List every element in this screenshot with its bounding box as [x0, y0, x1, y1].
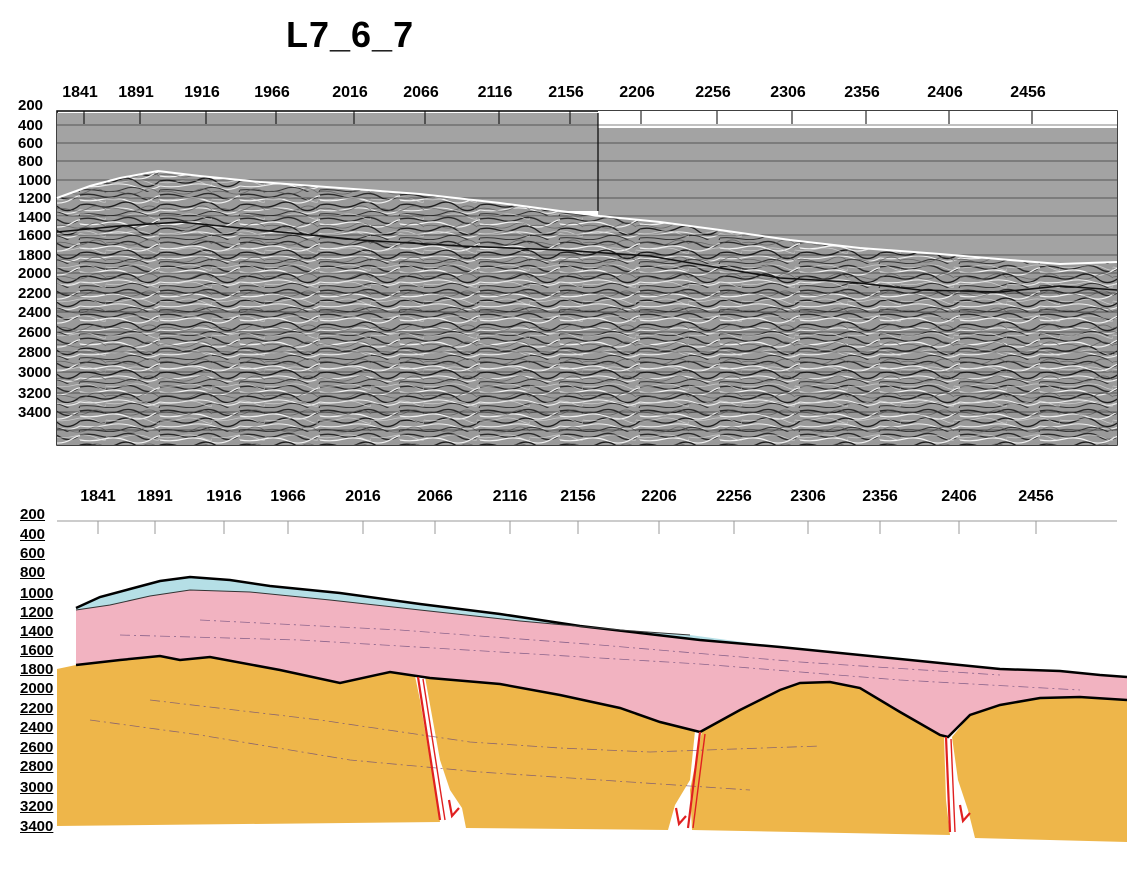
- y-tick-label: 2800: [20, 758, 54, 775]
- water-mute-left: [57, 113, 598, 211]
- x-tick-label: 2116: [492, 488, 528, 505]
- y-tick-label: 3000: [20, 779, 54, 796]
- y-tick-label: 800: [18, 153, 44, 170]
- y-tick-label: 2200: [20, 700, 54, 717]
- y-tick-label: 2400: [20, 719, 54, 736]
- y-tick-label: 1000: [18, 172, 52, 189]
- x-tick-label: 2206: [641, 488, 677, 505]
- section-title: L7_6_7: [286, 14, 415, 55]
- basement-reflector: [56, 221, 1118, 293]
- water-layer: [76, 577, 780, 647]
- right-top-gap: [598, 111, 1117, 128]
- x-tick-label: 2406: [941, 488, 977, 505]
- x-tick-label: 1891: [118, 84, 154, 101]
- internal-reflector: [149, 699, 821, 753]
- y-tick-label: 1800: [18, 247, 52, 264]
- y-tick-label: 3200: [18, 385, 52, 402]
- y-tick-label: 2000: [18, 265, 52, 282]
- y-tick-label: 600: [20, 545, 46, 562]
- y-tick-label: 1600: [18, 227, 52, 244]
- y-tick-label: 200: [20, 506, 46, 523]
- y-tick-label: 1400: [18, 209, 52, 226]
- internal-reflector: [89, 719, 751, 791]
- y-tick-label: 800: [20, 564, 46, 581]
- internal-reflector: [119, 634, 1081, 691]
- y-tick-label: 1800: [20, 661, 54, 678]
- y-tick-label: 400: [20, 526, 46, 543]
- x-tick-label: 2066: [403, 84, 439, 101]
- seafloor-line: [75, 575, 1127, 679]
- y-tick-label: 3000: [18, 364, 52, 381]
- y-tick-label: 1200: [18, 190, 52, 207]
- water-base-line: [75, 589, 691, 636]
- y-tick-label: 2800: [18, 344, 52, 361]
- x-tick-label: 2456: [1018, 488, 1054, 505]
- x-tick-label: 1966: [254, 84, 290, 101]
- seismic-traces: [57, 171, 1117, 445]
- x-tick-label: 2016: [332, 84, 368, 101]
- x-tick-label: 1916: [206, 488, 242, 505]
- downthrow-arrow: [958, 804, 971, 824]
- basement-block-4: [952, 697, 1127, 842]
- fault-line: [686, 731, 702, 829]
- y-tick-label: 600: [18, 135, 44, 152]
- y-tick-label: 2000: [20, 680, 54, 697]
- seafloor-reflector: [56, 169, 1118, 266]
- x-tick-label: 2406: [927, 84, 963, 101]
- y-tick-label: 1000: [20, 585, 54, 602]
- x-tick-label: 1966: [270, 488, 306, 505]
- x-tick-label: 2306: [790, 488, 826, 505]
- x-tick-label: 2156: [560, 488, 596, 505]
- y-tick-label: 2400: [18, 304, 52, 321]
- y-tick-label: 1400: [20, 623, 54, 640]
- x-tick-label: 2116: [477, 84, 513, 101]
- x-tick-label: 1891: [137, 488, 173, 505]
- x-tick-label: 2156: [548, 84, 584, 101]
- x-tick-label: 1841: [80, 488, 116, 505]
- basement-block-2: [425, 677, 695, 830]
- y-tick-label: 3200: [20, 798, 54, 815]
- upper-sediment-layer: [76, 577, 1127, 737]
- x-tick-label: 2456: [1010, 84, 1046, 101]
- x-tick-label: 2016: [345, 488, 381, 505]
- seismic-frame: [56, 110, 1118, 446]
- fault-line-secondary: [692, 733, 706, 829]
- downthrow-arrow: [447, 799, 460, 819]
- y-tick-label: 2600: [18, 324, 52, 341]
- x-tick-label: 2356: [844, 84, 880, 101]
- downthrow-arrow: [674, 807, 687, 827]
- x-tick-label: 2066: [417, 488, 453, 505]
- y-tick-label: 1600: [20, 642, 54, 659]
- x-tick-label: 1841: [62, 84, 98, 101]
- x-tick-label: 2356: [862, 488, 898, 505]
- basement-block-1: [57, 656, 440, 826]
- y-tick-label: 200: [18, 97, 44, 114]
- x-tick-label: 2256: [695, 84, 731, 101]
- y-tick-label: 2200: [18, 285, 52, 302]
- y-tick-label: 2600: [20, 739, 54, 756]
- fault-line: [416, 676, 442, 821]
- fault-line-secondary: [422, 678, 446, 821]
- water-mute-right: [598, 128, 1117, 264]
- seismic-traces-overlay: [57, 171, 1117, 445]
- fault-line-secondary: [950, 738, 956, 833]
- y-tick-label: 1200: [20, 604, 54, 621]
- x-tick-label: 2206: [619, 84, 655, 101]
- x-tick-label: 2306: [770, 84, 806, 101]
- internal-reflector: [199, 619, 1001, 676]
- fault-line: [944, 736, 952, 833]
- x-tick-label: 2256: [716, 488, 752, 505]
- y-tick-label: 3400: [20, 818, 54, 835]
- x-tick-label: 1916: [184, 84, 220, 101]
- basement-block-3: [690, 682, 950, 835]
- y-tick-label: 400: [18, 117, 44, 134]
- y-tick-label: 3400: [18, 404, 52, 421]
- basement-top-line: [75, 654, 1127, 739]
